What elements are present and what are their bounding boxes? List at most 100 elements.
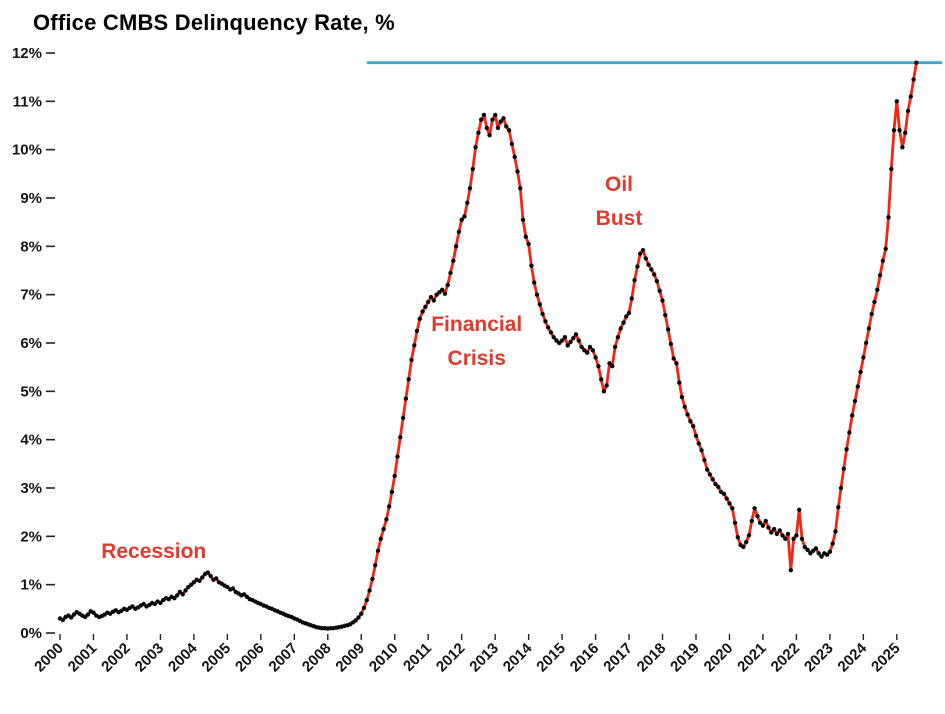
- data-point-marker: [459, 217, 464, 222]
- x-axis-tick-label: 2002: [98, 640, 134, 676]
- data-point-marker: [891, 128, 897, 133]
- x-axis-tick-label: 2004: [165, 639, 201, 675]
- data-point-marker: [593, 355, 598, 360]
- data-point-marker: [60, 617, 65, 623]
- data-point-marker: [869, 311, 874, 317]
- y-axis-tick-label: 9%: [20, 190, 42, 207]
- x-axis-tick-label: 2010: [366, 640, 402, 676]
- data-point-marker: [797, 507, 802, 512]
- data-point-marker: [861, 355, 866, 360]
- data-point-marker: [601, 389, 607, 394]
- data-point-marker: [760, 523, 766, 528]
- x-axis-tick-label: 2005: [199, 640, 235, 676]
- x-axis-tick-label: 2000: [31, 640, 67, 676]
- annotation-recession: Recession: [101, 540, 206, 563]
- data-point-marker: [805, 547, 810, 553]
- x-axis-tick-label: 2020: [701, 640, 737, 676]
- data-point-marker: [607, 361, 612, 366]
- data-point-marker: [730, 506, 735, 511]
- data-point-marker: [838, 485, 844, 491]
- data-point-marker: [534, 292, 540, 297]
- data-point-marker: [632, 278, 637, 283]
- data-point-marker: [847, 430, 852, 435]
- data-point-marker: [677, 380, 682, 385]
- data-point-marker: [663, 312, 668, 318]
- data-point-marker: [498, 119, 503, 124]
- data-point-marker: [445, 282, 450, 288]
- data-point-marker: [863, 340, 869, 346]
- data-point-marker: [395, 454, 400, 459]
- data-point-marker: [398, 435, 403, 440]
- x-axis-tick-label: 2011: [400, 640, 435, 675]
- data-point-marker: [599, 377, 604, 382]
- data-point-marker: [824, 552, 830, 557]
- y-axis-tick-label: 5%: [20, 383, 42, 400]
- data-point-marker: [573, 332, 579, 337]
- data-point-marker: [755, 513, 760, 519]
- data-point-marker: [495, 125, 501, 131]
- data-point-marker: [741, 544, 746, 550]
- data-point-marker: [727, 501, 732, 506]
- data-point-marker: [710, 477, 715, 482]
- data-point-marker: [604, 383, 609, 388]
- data-point-marker: [509, 141, 515, 147]
- data-point-marker: [462, 214, 467, 219]
- data-point-marker: [649, 267, 654, 272]
- data-point-marker: [520, 217, 526, 222]
- data-point-marker: [481, 112, 487, 118]
- data-point-marker: [866, 326, 872, 331]
- annotation-financial-crisis: Crisis: [448, 347, 506, 370]
- data-point-marker: [836, 505, 841, 510]
- data-point-marker: [175, 593, 180, 598]
- data-point-marker: [384, 517, 389, 522]
- x-axis-tick-label: 2015: [533, 640, 569, 676]
- data-point-marker: [417, 316, 422, 321]
- data-point-marker: [214, 576, 219, 581]
- data-point-marker: [230, 586, 236, 591]
- data-point-marker: [400, 415, 406, 421]
- data-point-marker: [479, 117, 484, 122]
- data-point-marker: [705, 467, 710, 472]
- data-point-marker: [448, 270, 453, 276]
- y-axis-tick-label: 8%: [20, 238, 42, 255]
- data-point-marker: [506, 128, 512, 133]
- data-point-marker: [780, 533, 785, 538]
- data-point-marker: [886, 215, 891, 220]
- x-axis-tick-label: 2008: [299, 640, 335, 676]
- data-point-marker: [529, 263, 534, 268]
- data-point-marker: [643, 256, 648, 261]
- data-point-marker: [551, 335, 556, 340]
- x-axis-tick-label: 2021: [734, 640, 770, 676]
- data-point-marker: [91, 610, 96, 615]
- data-point-marker: [877, 273, 883, 278]
- data-point-marker: [180, 592, 185, 597]
- y-axis-tick-label: 4%: [20, 432, 42, 449]
- data-point-marker: [515, 169, 520, 174]
- x-axis-tick-label: 2014: [500, 639, 536, 675]
- data-point-marker: [827, 549, 833, 554]
- data-point-marker: [908, 94, 913, 99]
- data-point-marker: [381, 526, 386, 532]
- data-point-marker: [69, 615, 74, 620]
- data-point-marker: [85, 612, 91, 617]
- data-point-marker: [512, 154, 517, 160]
- data-point-marker: [414, 328, 420, 334]
- data-point-marker: [699, 448, 704, 453]
- data-point-marker: [487, 133, 492, 138]
- x-axis-tick-label: 2023: [801, 640, 837, 676]
- data-point-marker: [746, 533, 752, 538]
- x-axis-tick-label: 2013: [466, 640, 502, 676]
- data-point-marker: [889, 166, 894, 172]
- data-point-marker: [914, 60, 919, 65]
- annotation-oil-bust: Bust: [596, 207, 643, 230]
- data-point-marker: [855, 384, 860, 389]
- data-point-marker: [442, 291, 448, 296]
- y-axis-tick-label: 0%: [20, 625, 42, 642]
- data-point-marker: [364, 597, 369, 603]
- data-point-marker: [378, 536, 383, 541]
- data-point-marker: [412, 343, 417, 348]
- data-point-marker: [635, 264, 640, 269]
- data-point-marker: [596, 364, 601, 369]
- y-axis-tick-label: 7%: [20, 287, 42, 304]
